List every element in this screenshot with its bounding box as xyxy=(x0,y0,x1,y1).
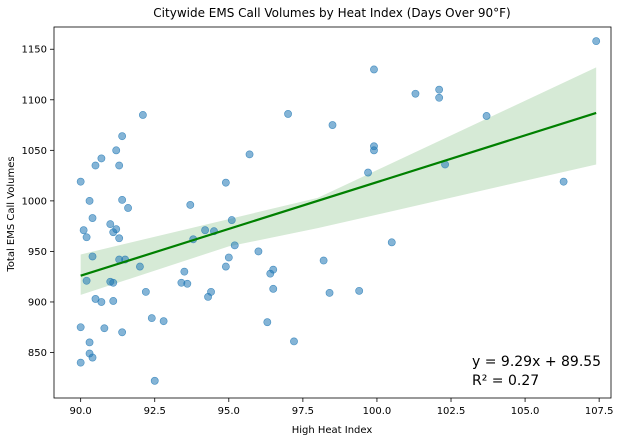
data-point xyxy=(147,314,156,323)
data-point xyxy=(207,287,215,296)
data-point xyxy=(269,284,278,293)
confidence-band-area xyxy=(80,67,597,295)
y-tick-label: 900 xyxy=(28,297,47,308)
y-tick-label: 1100 xyxy=(22,95,47,106)
data-point xyxy=(138,111,147,119)
data-point xyxy=(263,318,272,327)
data-point xyxy=(76,177,85,186)
x-tick-label: 90.0 xyxy=(70,406,92,417)
data-point xyxy=(100,324,109,333)
x-tick-label: 102.5 xyxy=(437,406,466,417)
data-point xyxy=(118,195,127,204)
data-point xyxy=(118,132,127,141)
data-point xyxy=(109,297,118,305)
data-point xyxy=(254,247,263,256)
data-point xyxy=(387,238,396,247)
data-point xyxy=(230,241,239,250)
data-point xyxy=(559,177,568,186)
y-axis-ticks: 850 900 950 1000 1050 1100 1150 xyxy=(22,45,54,359)
x-tick-label: 95.0 xyxy=(218,406,240,417)
plot-frame xyxy=(53,26,612,399)
y-tick-label: 850 xyxy=(28,348,47,359)
data-points xyxy=(76,37,601,385)
data-point xyxy=(88,353,97,362)
data-point xyxy=(328,121,337,129)
data-point xyxy=(124,204,132,212)
data-point xyxy=(79,226,88,235)
data-point xyxy=(180,267,189,276)
x-tick-label: 105.0 xyxy=(511,406,540,417)
x-axis-title: High Heat Index xyxy=(292,425,373,436)
data-point xyxy=(150,376,159,385)
y-axis-title: Total EMS Call Volumes xyxy=(6,156,17,272)
data-point xyxy=(269,265,278,274)
data-point xyxy=(88,252,97,261)
data-point xyxy=(186,201,195,209)
data-point xyxy=(592,37,601,46)
data-point xyxy=(284,110,292,118)
data-point xyxy=(290,337,298,346)
x-tick-label: 107.5 xyxy=(585,406,614,417)
chart-title: Citywide EMS Call Volumes by Heat Index … xyxy=(153,6,510,20)
data-point xyxy=(76,323,85,332)
data-point xyxy=(115,161,124,170)
data-point xyxy=(85,338,94,347)
confidence-band xyxy=(80,67,597,295)
y-tick-label: 1150 xyxy=(22,45,47,56)
x-tick-label: 92.5 xyxy=(144,406,166,417)
data-point xyxy=(370,146,378,155)
data-point xyxy=(370,65,378,74)
y-tick-label: 950 xyxy=(28,247,47,258)
data-point xyxy=(97,154,106,163)
data-point xyxy=(319,256,328,265)
data-point xyxy=(112,146,121,155)
data-point xyxy=(227,216,236,224)
data-point xyxy=(435,93,444,102)
data-point xyxy=(355,286,364,295)
regression-equation-label: y = 9.29x + 89.55 xyxy=(472,354,601,370)
data-point xyxy=(91,161,100,170)
x-tick-label: 100.0 xyxy=(363,406,392,417)
data-point xyxy=(82,233,91,242)
data-point xyxy=(411,89,420,98)
data-point xyxy=(115,234,124,243)
data-point xyxy=(482,112,491,120)
data-point xyxy=(325,288,334,297)
data-point xyxy=(109,278,118,287)
data-point xyxy=(88,214,97,222)
regression-line-layer xyxy=(80,111,597,277)
r-squared-label: R² = 0.27 xyxy=(472,373,539,389)
data-point xyxy=(159,317,168,326)
data-point xyxy=(201,226,210,235)
data-point xyxy=(112,225,121,234)
data-point xyxy=(106,220,115,229)
data-point xyxy=(224,253,233,262)
data-point xyxy=(136,262,144,271)
x-tick-label: 97.5 xyxy=(292,406,314,417)
data-point xyxy=(141,287,150,296)
data-point xyxy=(118,328,127,337)
data-point xyxy=(245,150,254,159)
data-point xyxy=(76,358,85,367)
data-point xyxy=(85,196,94,205)
data-point xyxy=(221,262,230,271)
data-point xyxy=(183,279,192,288)
data-point xyxy=(435,85,444,94)
y-tick-label: 1000 xyxy=(22,196,47,207)
data-point xyxy=(364,168,372,177)
regression-line xyxy=(80,111,597,277)
data-point xyxy=(82,276,91,285)
data-point xyxy=(221,178,230,187)
data-point xyxy=(97,298,106,306)
y-tick-label: 1050 xyxy=(22,146,47,157)
x-axis-ticks: 90.0 92.5 95.0 97.5 100.0 102.5 105.0 107.5 xyxy=(70,398,614,417)
